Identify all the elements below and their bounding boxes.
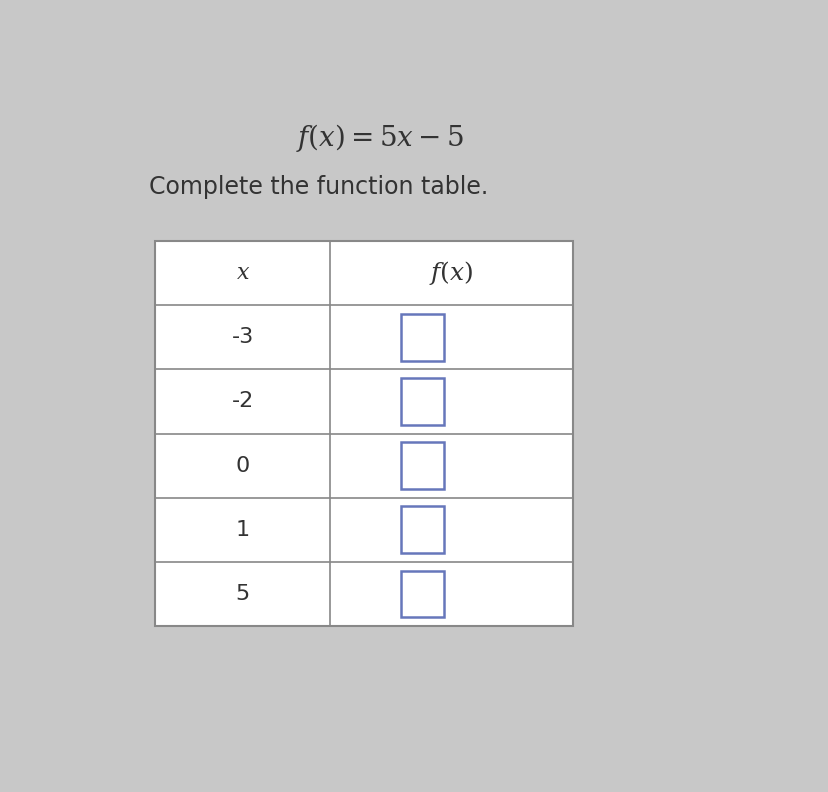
Bar [400,570,444,617]
Text: $x$: $x$ [235,264,249,284]
Text: Complete the function table.: Complete the function table. [148,174,487,199]
Bar [400,507,444,553]
Text: 5: 5 [235,584,249,604]
Bar [400,443,444,489]
Bar [400,314,444,360]
Bar [155,242,572,626]
Text: -2: -2 [231,391,253,412]
Bar [400,379,444,425]
Text: 0: 0 [235,455,249,475]
Text: $f(x)=5x-5$: $f(x)=5x-5$ [296,122,464,154]
Text: -3: -3 [231,327,253,348]
Text: $f(x)$: $f(x)$ [429,260,473,287]
Text: 1: 1 [235,520,249,539]
